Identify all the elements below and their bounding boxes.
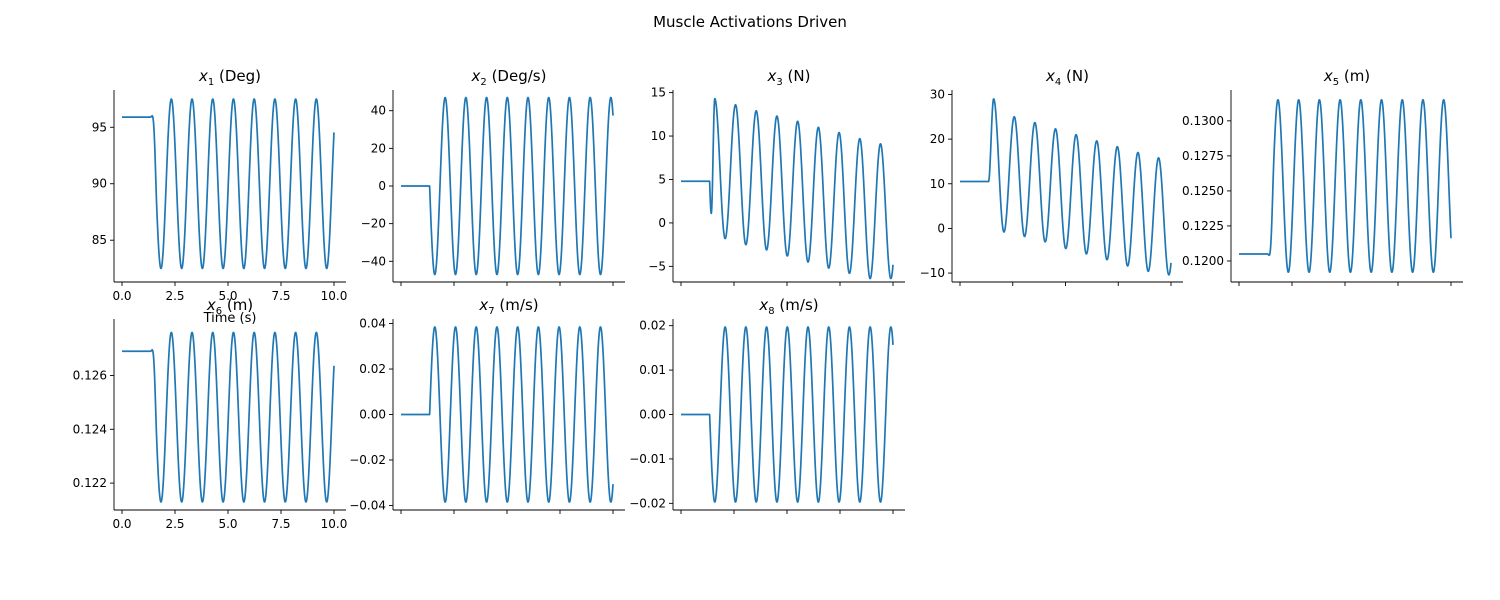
series-line (1238, 98, 1452, 274)
y-tick-label: 0.02 (639, 319, 666, 333)
y-tick-label: 0.1200 (1182, 254, 1224, 268)
y-tick-label: 40 (371, 104, 386, 118)
x-tick-label: 0.0 (112, 289, 131, 303)
x-tick-label: 10.0 (321, 517, 348, 531)
subplot-5: x5 (m) 0.1200 0.1225 0.1250 0.1275 0.1300 (1182, 67, 1463, 286)
y-tick-label: 30 (930, 87, 945, 101)
y-tick-label: 0.1275 (1182, 149, 1224, 163)
y-tick-label: 15 (651, 86, 666, 100)
subplot-title: x8 (m/s) (758, 296, 818, 317)
series-line (680, 97, 894, 280)
subplot-8: x8 (m/s) −0.02 −0.01 0.00 0.01 0.02 (629, 296, 905, 514)
y-tick-label: 20 (371, 141, 386, 155)
y-tick-label: 85 (92, 233, 107, 247)
x-tick-label: 0.0 (112, 517, 131, 531)
subplot-grid: x1 (Deg) 85 90 95 0.0 2.5 5.0 7.5 10.0 Time (s) x2… (73, 67, 1463, 531)
subplot-title: x6 (m) (206, 296, 253, 317)
x-tick-label: 5.0 (218, 517, 237, 531)
y-tick-label: −5 (648, 259, 666, 273)
x-tick-label: 10.0 (321, 289, 348, 303)
series-line (680, 326, 894, 503)
y-tick-label: 20 (930, 132, 945, 146)
y-tick-label: −0.04 (349, 498, 386, 512)
subplot-title: x4 (N) (1045, 67, 1089, 88)
y-tick-label: 0.126 (73, 368, 107, 382)
y-tick-label: −20 (361, 217, 386, 231)
subplot-title: x7 (m/s) (478, 296, 538, 317)
y-tick-label: 0.1300 (1182, 114, 1224, 128)
y-tick-label: 0.124 (73, 422, 107, 436)
series-line (121, 331, 335, 503)
series-line (400, 326, 614, 503)
y-tick-label: 5 (658, 172, 666, 186)
y-tick-label: 10 (930, 177, 945, 191)
subplot-title: x1 (Deg) (198, 67, 261, 88)
series-line (121, 98, 335, 270)
y-tick-label: 90 (92, 177, 107, 191)
subplot-1: x1 (Deg) 85 90 95 0.0 2.5 5.0 7.5 10.0 Time (s) (92, 67, 348, 326)
y-tick-label: 0.02 (359, 362, 386, 376)
subplot-7: x7 (m/s) −0.04 −0.02 0.00 0.02 0.04 (349, 296, 625, 514)
y-tick-label: −0.01 (629, 452, 666, 466)
y-tick-label: 0.00 (639, 408, 666, 422)
series-line (400, 96, 614, 276)
y-tick-label: 0 (658, 216, 666, 230)
subplot-title: x5 (m) (1323, 67, 1370, 88)
subplot-title: x3 (N) (767, 67, 811, 88)
y-tick-label: −0.02 (349, 453, 386, 467)
y-tick-label: −40 (361, 254, 386, 268)
y-tick-label: 0.00 (359, 408, 386, 422)
x-tick-label: 2.5 (165, 289, 184, 303)
series-line (959, 98, 1172, 276)
y-tick-label: 10 (651, 129, 666, 143)
subplot-3: x3 (N) −5 0 5 10 15 (648, 67, 905, 286)
y-tick-label: 0.122 (73, 476, 107, 490)
x-axis-label: Time (s) (203, 311, 257, 326)
subplot-6: x6 (m) 0.122 0.124 0.126 0.0 2.5 5.0 7.5 10.0 (73, 296, 348, 531)
figure-title: Muscle Activations Driven (653, 13, 847, 31)
x-tick-label: 7.5 (271, 517, 290, 531)
y-tick-label: −0.02 (629, 496, 666, 510)
y-tick-label: 0.1250 (1182, 184, 1224, 198)
y-tick-label: 0.1225 (1182, 219, 1224, 233)
x-tick-label: 5.0 (218, 289, 237, 303)
y-tick-label: 0 (378, 179, 386, 193)
subplot-2: x2 (Deg/s) −40 −20 0 20 40 (361, 67, 625, 286)
x-tick-label: 2.5 (165, 517, 184, 531)
y-tick-label: 95 (92, 120, 107, 134)
y-tick-label: 0.04 (359, 317, 386, 331)
y-tick-label: −10 (920, 266, 945, 280)
y-tick-label: 0.01 (639, 363, 666, 377)
y-tick-label: 0 (937, 221, 945, 235)
subplot-4: x4 (N) −10 0 10 20 30 (920, 67, 1183, 286)
subplot-title: x2 (Deg/s) (471, 67, 547, 88)
x-tick-label: 7.5 (271, 289, 290, 303)
